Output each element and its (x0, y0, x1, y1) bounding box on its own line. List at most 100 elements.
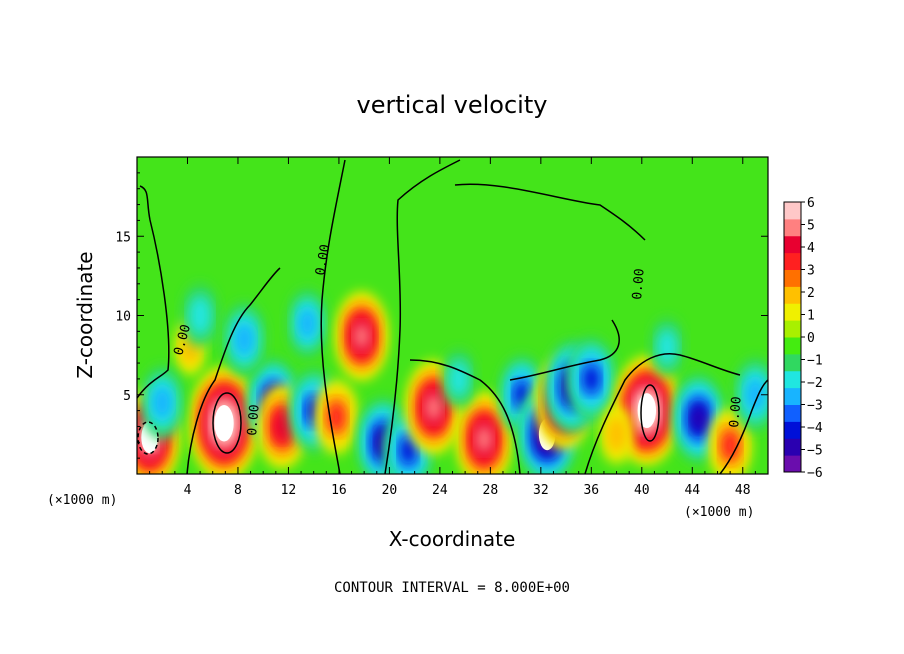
x-tick-label: 48 (735, 483, 751, 498)
chart-title: vertical velocity (357, 91, 548, 119)
y-tick-label: 5 (123, 389, 131, 404)
velocity-level (606, 416, 627, 453)
contour-loop (640, 384, 660, 442)
colorbar: 6 5 4 3 2 1 0 −1 −2 −3 −4 −5 −6 (783, 196, 823, 481)
contour-line (137, 185, 170, 399)
contour-interval-note: CONTOUR INTERVAL = 8.000E+00 (334, 580, 570, 596)
x-tick-label: 8 (234, 483, 242, 498)
contour-line (186, 267, 281, 474)
x-tick-label: 32 (533, 483, 549, 498)
velocity-level (399, 435, 417, 465)
contour-line (719, 379, 768, 474)
contour-label: 0.00 (245, 404, 263, 437)
velocity-cell (442, 349, 476, 409)
velocity-cell (733, 357, 768, 432)
colorbar-tick-label: 4 (807, 241, 815, 256)
colorbar-tick-label: −5 (807, 444, 823, 459)
colorbar-swatch (784, 303, 801, 321)
velocity-cell (181, 283, 219, 348)
colorbar-swatch (784, 387, 801, 405)
velocity-cell (456, 392, 513, 474)
x-tick-label: 16 (331, 483, 347, 498)
velocity-cell (314, 379, 358, 454)
contour-loop (212, 392, 242, 454)
colorbar-tick-label: −2 (807, 376, 823, 391)
velocity-level (425, 394, 442, 421)
velocity-core (214, 405, 234, 442)
velocity-cell (335, 291, 389, 381)
velocity-cell (599, 404, 634, 464)
velocity-cell (650, 317, 684, 377)
colorbar-swatch (784, 421, 801, 439)
velocity-level (188, 295, 212, 336)
colorbar-tick-label: 0 (807, 331, 815, 346)
contour-line (509, 319, 620, 381)
colorbar-swatch (784, 320, 801, 338)
colorbar-tick-label: −4 (807, 421, 823, 436)
y-tick-label: 10 (115, 310, 131, 325)
zero-contours (137, 159, 768, 474)
velocity-cell (566, 336, 617, 421)
colorbar-swatch (784, 353, 801, 372)
colorbar-swatch (784, 370, 801, 389)
velocity-level (720, 429, 740, 462)
x-tick-label: 12 (281, 483, 297, 498)
contour-line (384, 159, 461, 474)
colorbar-tick-label: −6 (807, 466, 823, 481)
contour-loop (137, 421, 159, 455)
velocity-level (476, 425, 493, 453)
colorbar-swatch (784, 286, 801, 304)
velocity-cell (189, 366, 259, 474)
velocity-cell (140, 365, 184, 440)
velocity-level (273, 411, 291, 442)
contour-line (409, 359, 521, 474)
velocity-level (234, 322, 254, 356)
colorbar-swatch (784, 337, 801, 355)
x-tick-label: 36 (583, 483, 599, 498)
colorbar-swatch (784, 269, 801, 287)
colorbar-tick-label: 1 (807, 309, 815, 324)
x-unit-right: (×1000 m) (684, 505, 754, 520)
colorbar-swatch (784, 455, 801, 473)
x-tick-label: 40 (634, 483, 650, 498)
y-axis-label: Z-coordinate (73, 251, 97, 378)
contour-label: 0.00 (313, 243, 333, 276)
contour-label: 0.00 (727, 396, 745, 429)
colorbar-swatch (784, 252, 801, 270)
x-tick-label: 4 (184, 483, 192, 498)
y-tick-label: 15 (115, 230, 131, 245)
colorbar-tick-label: 5 (807, 219, 815, 234)
contour-line (454, 183, 646, 241)
colorbar-tick-label: −3 (807, 399, 823, 414)
velocity-cell (708, 408, 752, 474)
contour-line (320, 159, 346, 474)
colorbar-tick-label: 6 (807, 196, 815, 211)
x-axis-label: X-coordinate (389, 527, 516, 551)
velocity-level (298, 308, 317, 339)
contour-label: 0.00 (630, 268, 648, 301)
x-axis: 4 8 12 16 20 24 28 32 36 40 44 48 (149, 157, 756, 498)
x-tick-label: 20 (382, 483, 398, 498)
plot-area: 0.00 0.00 0.00 0.00 0.00 (136, 156, 769, 475)
x-tick-label: 44 (684, 483, 700, 498)
velocity-level (582, 364, 600, 394)
colorbar-tick-label: −1 (807, 354, 823, 369)
velocity-level (691, 405, 707, 432)
velocity-cell (287, 288, 328, 358)
velocity-level (448, 360, 470, 398)
x-tick-label: 28 (483, 483, 499, 498)
contour-line (584, 353, 741, 474)
x-unit-left: (×1000 m) (47, 493, 117, 508)
velocity-level (745, 378, 765, 412)
colorbar-swatch (784, 218, 801, 237)
velocity-level (354, 323, 370, 349)
colorbar-swatch (784, 404, 801, 422)
velocity-level (152, 386, 172, 420)
y-axis: 5 10 15 (115, 172, 768, 459)
velocity-level (656, 329, 678, 366)
colorbar-swatch (784, 438, 801, 456)
colorbar-tick-label: 2 (807, 286, 815, 301)
colorbar-tick-label: 3 (807, 264, 815, 279)
colorbar-swatch (784, 202, 801, 220)
